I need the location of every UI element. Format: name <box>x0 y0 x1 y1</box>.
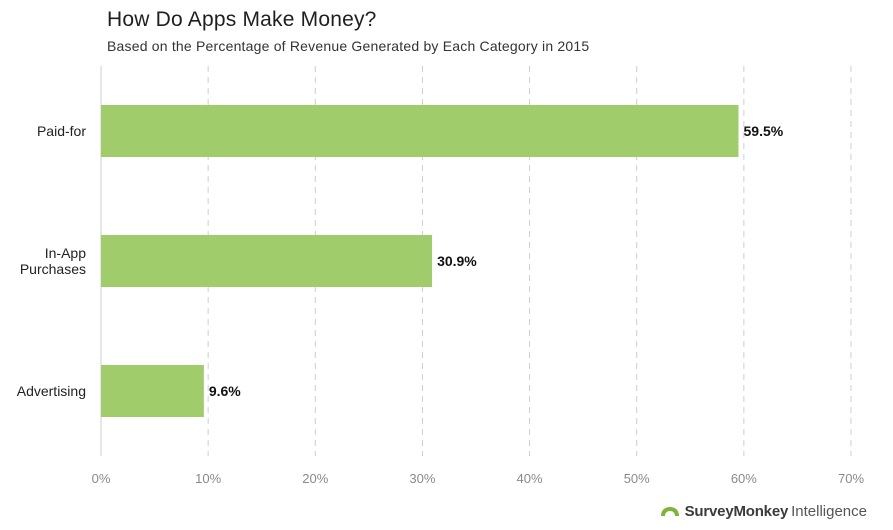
data-label-2: 9.6% <box>209 383 241 399</box>
category-label-line: Paid-for <box>37 123 86 139</box>
category-label-line: Advertising <box>17 383 86 399</box>
data-label-1: 30.9% <box>437 253 477 269</box>
surveymonkey-logo: SurveyMonkey Intelligence <box>660 503 867 520</box>
x-tick-label-3: 30% <box>409 471 435 486</box>
bar-0 <box>101 105 739 157</box>
x-tick-label-4: 40% <box>517 471 543 486</box>
category-label-0: Paid-for <box>37 123 86 139</box>
chart-subtitle: Based on the Percentage of Revenue Gener… <box>107 38 590 54</box>
category-label-1: In-App Purchases <box>20 245 86 277</box>
x-tick-label-2: 20% <box>302 471 328 486</box>
monkey-logo-icon <box>660 506 679 516</box>
chart-title: How Do Apps Make Money? <box>107 8 377 31</box>
x-tick-label-6: 60% <box>731 471 757 486</box>
category-label-2: Advertising <box>17 383 86 399</box>
category-label-line: Purchases <box>20 261 86 277</box>
x-tick-label-1: 10% <box>195 471 221 486</box>
category-label-line: In-App <box>45 245 86 261</box>
bar-1 <box>101 235 433 287</box>
logo-brand-text: SurveyMonkey <box>684 503 789 520</box>
x-tick-label-5: 50% <box>624 471 650 486</box>
data-label-0: 59.5% <box>744 123 784 139</box>
logo-suffix-text: Intelligence <box>791 503 867 520</box>
x-tick-label-0: 0% <box>92 471 111 486</box>
x-tick-label-7: 70% <box>838 471 864 486</box>
bar-2 <box>101 365 204 417</box>
